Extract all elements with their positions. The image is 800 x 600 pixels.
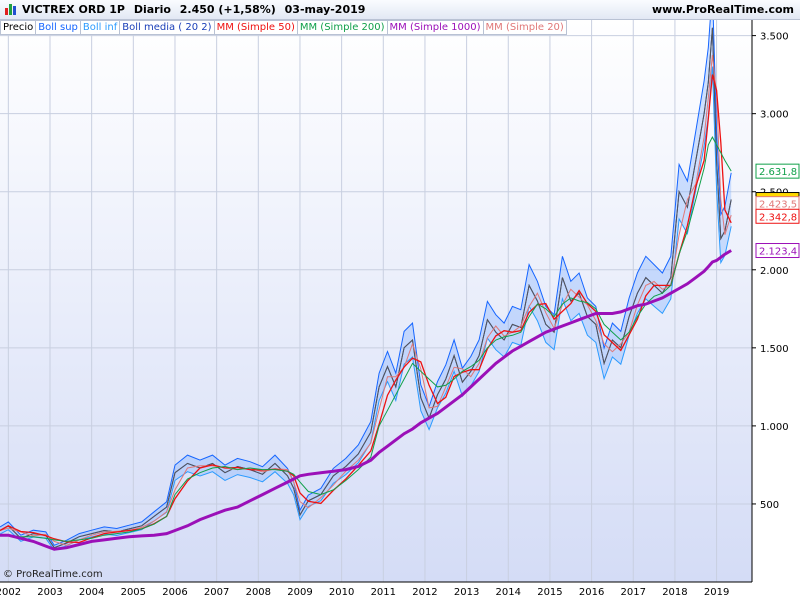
legend-item[interactable]: Boll sup (35, 20, 81, 35)
x-tick-label: 2011 (371, 587, 396, 598)
y-tick-label: 1.000 (760, 422, 789, 433)
x-tick-label: 2008 (246, 587, 271, 598)
bollinger-band-fill (0, 20, 732, 551)
x-tick-label: 2010 (329, 587, 354, 598)
x-tick-label: 2014 (496, 587, 521, 598)
quote-date: 03-may-2019 (284, 3, 366, 16)
legend-item[interactable]: MM (Simple 20) (482, 20, 567, 35)
bar-chart-logo-icon (5, 4, 16, 15)
copyright: © ProRealTime.com (3, 569, 103, 580)
legend-item[interactable]: MM (Simple 200) (296, 20, 388, 35)
x-tick-label: 2007 (204, 587, 229, 598)
y-tick-label: 2.000 (760, 266, 789, 277)
x-tick-label: 2012 (412, 587, 437, 598)
x-tick-label: 2017 (621, 587, 646, 598)
y-tick-label: 500 (760, 500, 779, 511)
x-tick-label: 2005 (121, 587, 146, 598)
price-tag-label: 2.342,8 (759, 212, 797, 223)
x-tick-label: 2003 (37, 587, 62, 598)
x-tick-label: 2013 (454, 587, 479, 598)
x-tick-label: 2006 (162, 587, 187, 598)
price-tag-box (755, 243, 800, 259)
chart-title: VICTREX ORD 1P Diario 2.450 (+1,58%) 03-… (22, 3, 370, 16)
x-tick-label: 2019 (704, 587, 729, 598)
y-tick-label: 3.500 (760, 32, 789, 43)
price-tag-box (755, 163, 800, 179)
period-label: Diario (133, 3, 171, 16)
x-tick-label: 2009 (287, 587, 312, 598)
price-tag: 2.123,4 (755, 243, 800, 259)
instrument-name: VICTREX ORD 1P (22, 3, 125, 16)
y-tick-label: 3.000 (760, 110, 789, 121)
price-tag: 2.423,5 (755, 196, 800, 212)
last-price: 2.450 (+1,58%) (179, 3, 276, 16)
legend-item[interactable]: Precio (0, 20, 37, 35)
legend-item[interactable]: Boll media ( 20 2) (119, 20, 215, 35)
price-tag-label: 2.123,4 (759, 247, 797, 258)
legend-item[interactable]: Boll inf (79, 20, 121, 35)
x-tick-label: 2004 (79, 587, 104, 598)
price-tag-label: 2.423,5 (759, 200, 797, 211)
x-tick-label: 2018 (662, 587, 687, 598)
ma20-line (0, 55, 732, 546)
legend-item[interactable]: MM (Simple 50) (213, 20, 298, 35)
indicator-legend: Precio Boll sup Boll inf Boll media ( 20 2)… (0, 20, 567, 35)
price-tag: 2.342,8 (755, 208, 800, 224)
brand-url[interactable]: www.ProRealTime.com (651, 3, 794, 16)
ma1000-line (0, 249, 732, 551)
price-tag-label: 2.631,8 (759, 167, 797, 178)
price-tag-box (755, 208, 800, 224)
price-tag: 2.631,8 (755, 163, 800, 179)
price-chart[interactable]: 3.5003.0002.5002.0001.5001.0005002002200… (0, 20, 800, 600)
title-bar: VICTREX ORD 1P Diario 2.450 (+1,58%) 03-… (0, 0, 800, 20)
y-tick-label: 1.500 (760, 344, 789, 355)
x-tick-label: 2002 (0, 587, 21, 598)
x-tick-label: 2015 (537, 587, 562, 598)
x-tick-label: 2016 (579, 587, 604, 598)
legend-item[interactable]: MM (Simple 1000) (386, 20, 484, 35)
